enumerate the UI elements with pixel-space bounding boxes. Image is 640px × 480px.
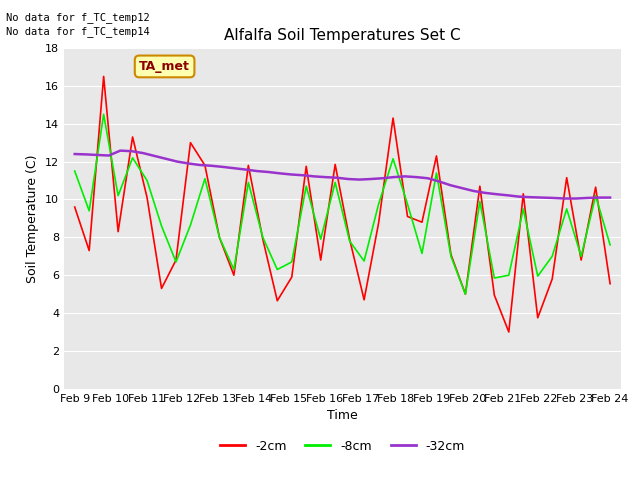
Y-axis label: Soil Temperature (C): Soil Temperature (C)	[26, 154, 40, 283]
Text: TA_met: TA_met	[139, 60, 190, 73]
Title: Alfalfa Soil Temperatures Set C: Alfalfa Soil Temperatures Set C	[224, 28, 461, 43]
X-axis label: Time: Time	[327, 409, 358, 422]
Legend: -2cm, -8cm, -32cm: -2cm, -8cm, -32cm	[215, 434, 470, 457]
Text: No data for f_TC_temp14: No data for f_TC_temp14	[6, 26, 150, 37]
Text: No data for f_TC_temp12: No data for f_TC_temp12	[6, 12, 150, 23]
